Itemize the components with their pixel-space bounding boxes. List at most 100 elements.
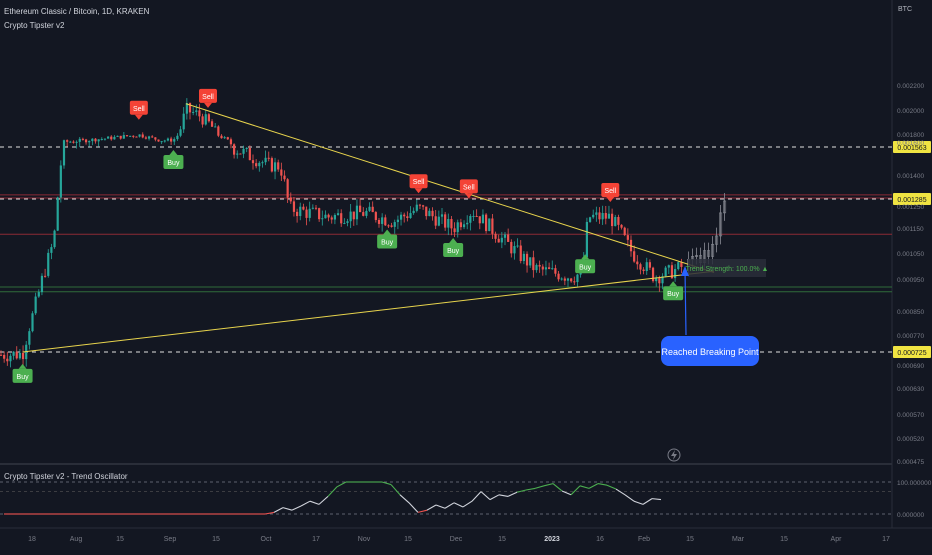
osc-segment	[624, 494, 635, 502]
candle	[636, 255, 639, 270]
candle	[217, 125, 220, 138]
callout-text: Reached Breaking Point	[661, 347, 759, 357]
candle-body	[601, 213, 604, 220]
osc-segment	[543, 483, 554, 487]
candle	[305, 206, 308, 226]
osc-segment	[426, 504, 437, 511]
time-axis-label: Oct	[261, 536, 272, 543]
candle	[415, 199, 418, 213]
lightning-icon-ring	[667, 448, 681, 462]
candle	[100, 137, 103, 141]
candle	[346, 218, 349, 227]
candle	[425, 206, 428, 220]
candle	[84, 138, 88, 145]
candle	[324, 210, 327, 219]
candle	[604, 205, 607, 225]
candle-body	[305, 209, 308, 218]
candle	[563, 276, 566, 286]
candle-body	[563, 278, 566, 281]
candle	[166, 137, 170, 142]
candle	[444, 211, 447, 231]
candle	[273, 157, 277, 180]
candle	[170, 136, 173, 145]
candle	[62, 139, 66, 169]
candle	[125, 135, 129, 137]
currency-label: BTC	[898, 6, 912, 13]
price-level-tag-bg	[893, 141, 931, 153]
price-axis-label: 0.000690	[897, 363, 924, 370]
sell-signal-pointer	[414, 188, 423, 194]
candle-body	[626, 235, 629, 240]
buy-signal: Buy	[575, 254, 596, 274]
candle	[47, 249, 50, 278]
candle	[529, 257, 532, 268]
buy-signal-pointer	[18, 363, 27, 369]
candle-body	[100, 138, 103, 140]
candle	[554, 264, 557, 277]
price-axis-label: 0.002200	[897, 83, 924, 90]
candle-body	[50, 247, 53, 253]
candle-body	[12, 351, 15, 356]
candle-body	[472, 215, 475, 217]
sell-signal: Sell	[129, 100, 148, 120]
candle	[69, 140, 72, 143]
candle-body	[598, 212, 601, 220]
candle-body	[217, 126, 220, 136]
candle	[377, 217, 381, 228]
candle	[462, 220, 466, 230]
price-axis-label: 0.000475	[897, 459, 924, 466]
candle	[81, 137, 84, 141]
time-axis-label: 15	[116, 536, 124, 543]
candle-body	[248, 147, 251, 161]
osc-segment	[291, 505, 302, 511]
buy-signal-box	[163, 155, 184, 169]
sell-signal-box	[409, 174, 428, 189]
candle-body	[661, 276, 664, 284]
candle	[576, 273, 579, 288]
trend-strength-bg	[688, 259, 766, 277]
sell-signal-label: Sell	[463, 184, 475, 191]
osc-segment	[318, 495, 329, 505]
time-axis-label: Aug	[70, 536, 83, 543]
candle	[674, 264, 677, 282]
candle-body	[387, 225, 390, 227]
osc-segment	[498, 494, 509, 497]
candle	[3, 351, 6, 363]
candle	[434, 210, 437, 230]
candle-body	[34, 296, 37, 314]
candle-body	[409, 213, 412, 219]
candle	[595, 206, 598, 222]
candle-body	[226, 137, 229, 140]
candle	[327, 213, 330, 222]
candle-body	[166, 138, 170, 141]
candle	[648, 259, 651, 270]
buy-signal-label: Buy	[667, 291, 680, 298]
projected-body	[695, 255, 699, 257]
candle-body	[403, 214, 406, 217]
time-axis-label: Apr	[831, 536, 843, 543]
candle-body	[365, 210, 368, 216]
candle-body	[447, 218, 450, 228]
candle-body	[576, 274, 579, 283]
candle	[233, 143, 236, 159]
candle-body	[91, 138, 94, 142]
candle-body	[384, 217, 387, 226]
candle-body	[69, 141, 72, 143]
candle	[406, 211, 409, 222]
candle	[598, 207, 601, 224]
candle-body	[396, 219, 399, 223]
buy-signal: Buy	[163, 150, 184, 169]
candle	[248, 145, 251, 161]
candle	[661, 273, 664, 290]
candle-body	[548, 267, 551, 269]
candle-body	[151, 136, 154, 138]
candle	[393, 219, 396, 234]
candle	[283, 170, 286, 182]
candle-body	[81, 138, 84, 140]
candle-body	[179, 129, 182, 136]
candle-body	[639, 264, 642, 270]
candle-body	[270, 158, 273, 172]
candle-body	[456, 222, 459, 233]
